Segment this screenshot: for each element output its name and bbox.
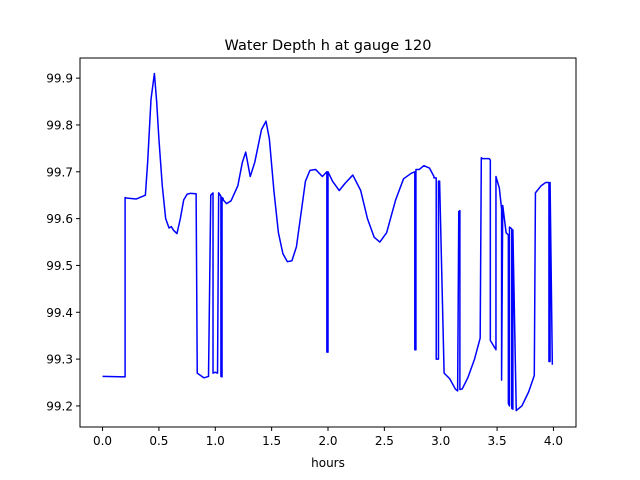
y-tick-label: 99.7 xyxy=(46,165,73,179)
x-tick-label: 3.5 xyxy=(488,434,507,448)
plot-frame xyxy=(79,57,577,428)
x-tick-label: 3.0 xyxy=(431,434,450,448)
y-tick-label: 99.6 xyxy=(46,212,73,226)
x-tick-label: 1.5 xyxy=(262,434,281,448)
y-tick-label: 99.2 xyxy=(46,399,73,413)
axes: 0.0 0.5 1.0 1.5 2.0 2.5 3.0 3.5 4.0 99.2 99.3 99.4 9… xyxy=(46,72,563,448)
chart-title: Water Depth h at gauge 120 xyxy=(225,38,432,54)
x-tick-label: 0.0 xyxy=(93,434,112,448)
plot-area xyxy=(102,72,554,412)
x-axis-label: hours xyxy=(311,456,345,470)
x-tick-label: 2.0 xyxy=(318,434,337,448)
y-tick-label: 99.4 xyxy=(46,306,73,320)
x-tick-label: 1.0 xyxy=(206,434,225,448)
x-tick-label: 2.5 xyxy=(375,434,394,448)
y-tick-label: 99.3 xyxy=(46,353,73,367)
y-tick-label: 99.8 xyxy=(46,118,73,132)
x-tick-label: 0.5 xyxy=(149,434,168,448)
series-line xyxy=(102,72,554,412)
y-tick-label: 99.5 xyxy=(46,259,73,273)
x-tick-label: 4.0 xyxy=(544,434,563,448)
y-tick-label: 99.9 xyxy=(46,72,73,86)
